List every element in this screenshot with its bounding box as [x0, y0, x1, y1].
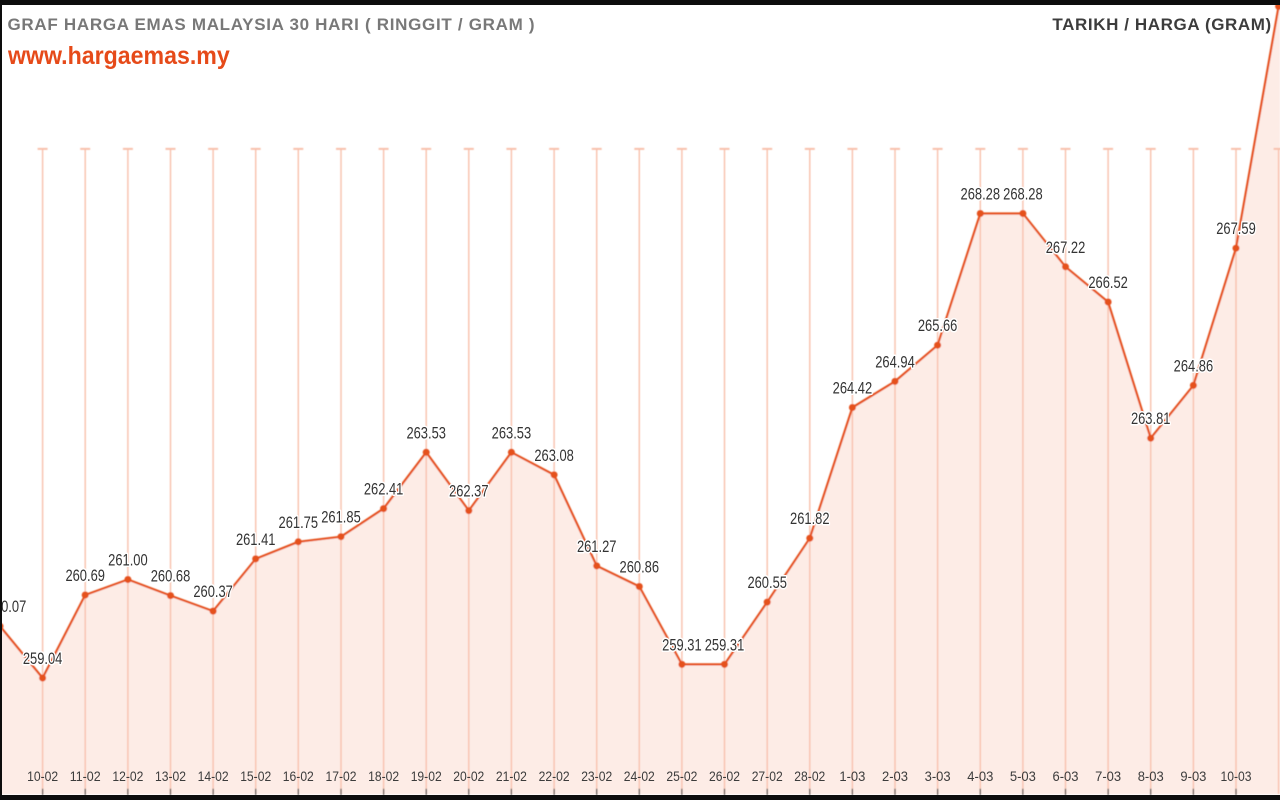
svg-text:2-03: 2-03	[882, 768, 908, 784]
svg-text:263.08: 263.08	[534, 447, 574, 465]
svg-text:13-02: 13-02	[155, 768, 186, 784]
svg-text:264.86: 264.86	[1174, 357, 1214, 375]
svg-text:260.07: 260.07	[0, 598, 26, 616]
svg-text:4-03: 4-03	[967, 768, 993, 784]
svg-text:24-02: 24-02	[624, 768, 655, 784]
svg-text:14-02: 14-02	[198, 768, 229, 784]
svg-text:268.28: 268.28	[961, 186, 1001, 204]
svg-text:262.37: 262.37	[449, 483, 489, 501]
svg-text:259.31: 259.31	[705, 636, 745, 654]
svg-text:25-02: 25-02	[666, 768, 697, 784]
svg-text:19-02: 19-02	[411, 768, 442, 784]
svg-text:1-03: 1-03	[839, 768, 865, 784]
svg-text:266.52: 266.52	[1088, 274, 1128, 292]
svg-text:17-02: 17-02	[326, 768, 357, 784]
svg-text:259.31: 259.31	[662, 636, 702, 654]
svg-text:3-03: 3-03	[925, 768, 951, 784]
svg-text:262.41: 262.41	[364, 481, 404, 499]
svg-text:27-02: 27-02	[752, 768, 783, 784]
svg-text:261.27: 261.27	[577, 538, 617, 556]
svg-text:264.94: 264.94	[875, 353, 915, 371]
svg-text:10-03: 10-03	[1221, 768, 1252, 784]
svg-text:21-02: 21-02	[496, 768, 527, 784]
svg-text:15-02: 15-02	[240, 768, 271, 784]
svg-text:20-02: 20-02	[453, 768, 484, 784]
svg-text:260.69: 260.69	[65, 567, 105, 585]
svg-text:261.41: 261.41	[236, 531, 276, 549]
svg-text:9-03: 9-03	[1180, 768, 1206, 784]
svg-text:260.68: 260.68	[151, 568, 191, 586]
svg-text:12-02: 12-02	[112, 768, 143, 784]
svg-text:6-03: 6-03	[1053, 768, 1079, 784]
svg-text:264.42: 264.42	[833, 380, 873, 398]
svg-text:260.86: 260.86	[620, 559, 660, 577]
svg-text:260.37: 260.37	[193, 583, 233, 601]
svg-text:5-03: 5-03	[1010, 768, 1036, 784]
svg-text:261.00: 261.00	[108, 552, 148, 570]
svg-text:267.59: 267.59	[1216, 220, 1256, 238]
svg-text:268.28: 268.28	[1003, 186, 1043, 204]
svg-text:7-03: 7-03	[1095, 768, 1121, 784]
svg-text:261.85: 261.85	[321, 509, 361, 527]
svg-text:261.75: 261.75	[279, 514, 319, 532]
svg-text:28-02: 28-02	[794, 768, 825, 784]
svg-text:18-02: 18-02	[368, 768, 399, 784]
svg-text:260.55: 260.55	[747, 574, 787, 592]
svg-text:11-02: 11-02	[70, 768, 101, 784]
svg-text:26-02: 26-02	[709, 768, 740, 784]
svg-text:263.53: 263.53	[492, 424, 532, 442]
svg-text:263.53: 263.53	[406, 424, 446, 442]
svg-text:265.66: 265.66	[918, 317, 958, 335]
svg-text:16-02: 16-02	[283, 768, 314, 784]
svg-text:10-02: 10-02	[27, 768, 58, 784]
svg-text:8-03: 8-03	[1138, 768, 1164, 784]
svg-text:267.22: 267.22	[1046, 239, 1086, 257]
svg-text:22-02: 22-02	[539, 768, 570, 784]
svg-text:259.04: 259.04	[23, 650, 63, 668]
svg-text:263.81: 263.81	[1131, 410, 1171, 428]
svg-text:261.82: 261.82	[790, 510, 830, 528]
svg-text:23-02: 23-02	[581, 768, 612, 784]
